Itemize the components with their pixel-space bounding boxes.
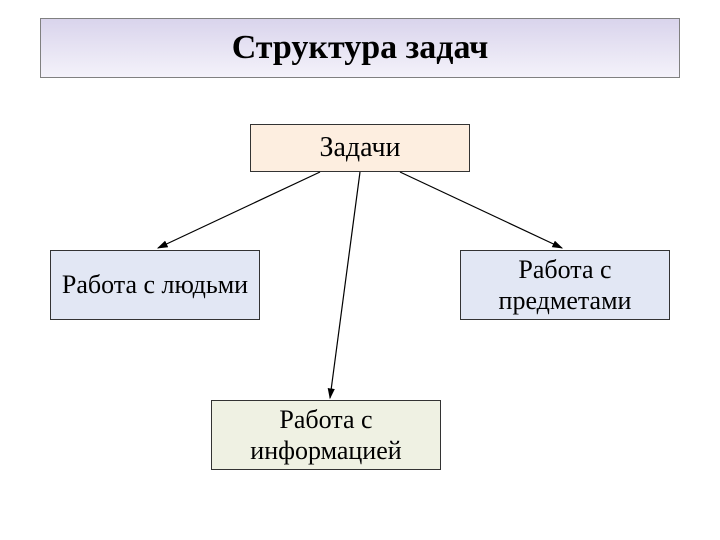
node-bottom-text: Работа с информацией [212, 404, 440, 466]
node-root-text: Задачи [319, 131, 400, 165]
node-right: Работа с предметами [460, 250, 670, 320]
node-right-text: Работа с предметами [461, 254, 669, 316]
node-root: Задачи [250, 124, 470, 172]
node-left: Работа с людьми [50, 250, 260, 320]
title-bar: Структура задач [40, 18, 680, 78]
node-left-text: Работа с людьми [62, 269, 248, 300]
title-text: Структура задач [232, 29, 489, 67]
node-bottom: Работа с информацией [211, 400, 441, 470]
